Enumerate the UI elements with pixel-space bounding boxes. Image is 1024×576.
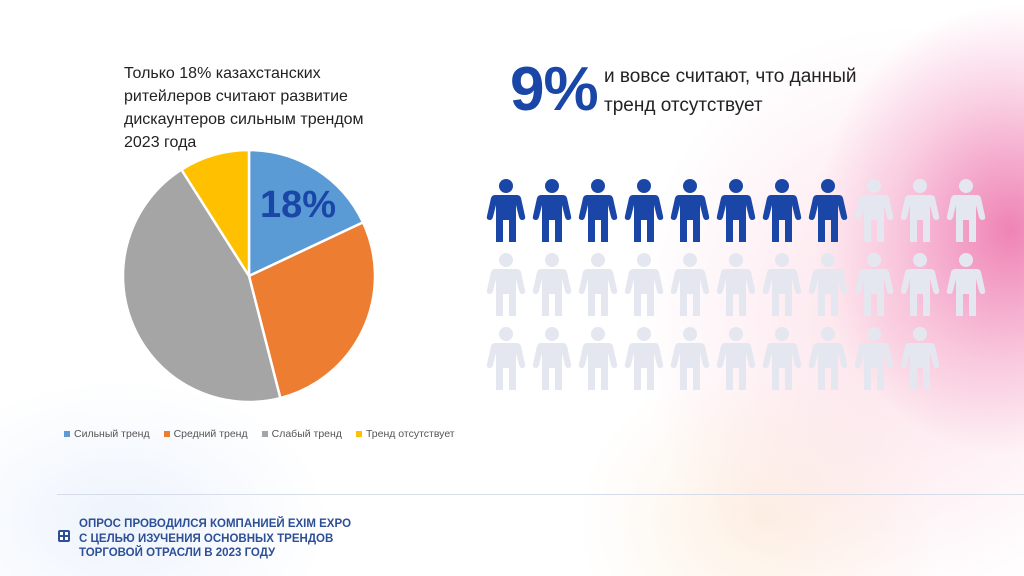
person-icon-empty — [486, 252, 532, 318]
stat-description: и вовсе считают, что данный тренд отсутс… — [604, 66, 857, 116]
person-icon-empty — [854, 178, 900, 244]
person-icon-empty — [578, 252, 624, 318]
legend-item: Сильный тренд — [64, 428, 150, 440]
legend-label: Слабый тренд — [271, 428, 342, 440]
person-icon-empty — [670, 326, 716, 392]
person-icon-filled — [486, 178, 532, 244]
legend-swatch — [355, 431, 362, 437]
person-icon-empty — [486, 326, 532, 392]
grid-logo-icon — [58, 530, 70, 542]
footer-divider — [57, 494, 1024, 495]
person-icon-empty — [808, 252, 854, 318]
person-icon-empty — [900, 178, 946, 244]
person-icon-filled — [578, 178, 624, 244]
person-icon-empty — [854, 252, 900, 318]
person-icon-empty — [716, 326, 762, 392]
stat-value: 9% — [510, 55, 599, 124]
person-icon-empty — [624, 252, 670, 318]
people-pictogram — [486, 178, 992, 392]
person-icon-empty — [900, 252, 946, 318]
person-icon-empty — [946, 252, 992, 318]
person-icon-empty — [624, 326, 670, 392]
pie-slice-4 — [179, 148, 251, 281]
person-icon-empty — [808, 326, 854, 392]
pie-slice-3 — [121, 167, 282, 404]
person-icon-filled — [808, 178, 854, 244]
person-icon-filled — [670, 178, 716, 244]
person-icon-empty — [532, 326, 578, 392]
slice-data-label: 18% — [260, 184, 336, 226]
person-icon-filled — [716, 178, 762, 244]
person-icon-empty — [578, 326, 624, 392]
person-icon-empty — [716, 252, 762, 318]
person-icon-empty — [532, 252, 578, 318]
chart-title: Только 18% казахстанских ритейлеров счит… — [124, 65, 364, 151]
legend-swatch — [64, 431, 70, 437]
person-icon-empty — [762, 326, 808, 392]
person-icon-empty — [854, 326, 900, 392]
legend-swatch — [163, 431, 170, 437]
person-icon-empty — [946, 178, 992, 244]
legend-label: Сильный тренд — [74, 428, 150, 440]
legend-label: Тренд отсутствует — [365, 428, 455, 440]
legend-item: Средний тренд — [163, 428, 248, 440]
legend-label: Средний тренд — [173, 428, 248, 440]
person-icon-empty — [762, 252, 808, 318]
legend-item: Слабый тренд — [261, 428, 342, 440]
person-icon-empty — [670, 252, 716, 318]
person-icon-empty — [900, 326, 946, 392]
footer-note: ОПРОС ПРОВОДИЛСЯ КОМПАНИЕЙ EXIM EXPO С Ц… — [79, 518, 352, 559]
pie-slice-2 — [247, 220, 377, 400]
person-icon-filled — [624, 178, 670, 244]
person-icon-filled — [532, 178, 578, 244]
pie-chart: 18% — [121, 148, 377, 404]
chart-legend: Сильный тренд Средний тренд Слабый тренд Тр… — [64, 428, 455, 440]
pie-slice-1 — [247, 148, 365, 278]
person-icon-filled — [762, 178, 808, 244]
legend-item: Тренд отсутствует — [355, 428, 455, 440]
legend-swatch — [261, 431, 268, 437]
